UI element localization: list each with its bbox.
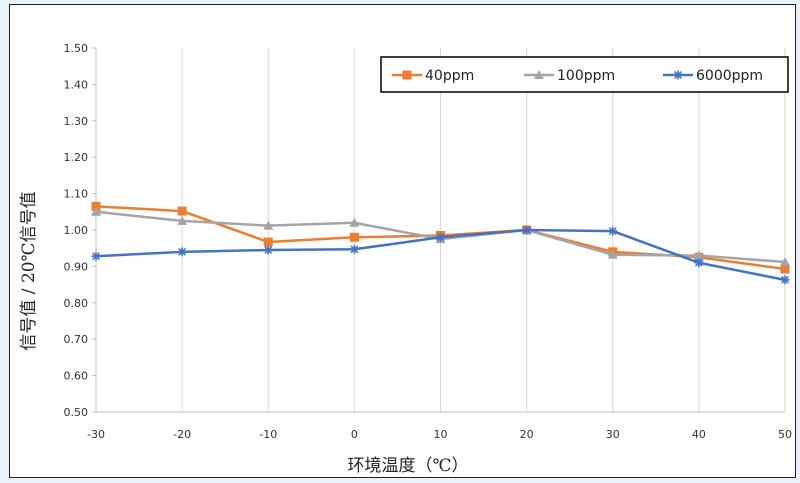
series-6000ppm bbox=[91, 225, 790, 285]
x-tick-label: -20 bbox=[173, 428, 191, 441]
data-point-6000ppm bbox=[349, 244, 359, 254]
data-point-40ppm bbox=[91, 201, 101, 211]
data-point-100ppm bbox=[349, 217, 360, 227]
data-point-6000ppm bbox=[436, 232, 445, 242]
data-point-6000ppm bbox=[91, 251, 101, 261]
x-axis-title: 环境温度（℃） bbox=[347, 456, 468, 476]
x-tick-label: 10 bbox=[434, 428, 448, 441]
y-tick-label: 1.10 bbox=[64, 188, 89, 201]
x-tick-label: -10 bbox=[259, 428, 277, 441]
legend-label: 40ppm bbox=[425, 68, 474, 84]
data-point-40ppm bbox=[263, 237, 273, 247]
legend-marker bbox=[673, 70, 683, 80]
data-point-100ppm bbox=[177, 215, 188, 225]
y-tick-label: 0.60 bbox=[64, 370, 89, 383]
x-tick-label: -30 bbox=[87, 428, 105, 441]
data-point-6000ppm bbox=[608, 226, 618, 236]
legend-entry-100ppm: 100ppm bbox=[524, 68, 615, 84]
data-point-6000ppm bbox=[694, 258, 704, 268]
data-point-40ppm bbox=[349, 232, 359, 242]
legend-label: 100ppm bbox=[557, 68, 615, 84]
data-point-6000ppm bbox=[263, 245, 273, 255]
x-tick-label: 20 bbox=[520, 428, 534, 441]
y-tick-label: 1.30 bbox=[64, 115, 89, 128]
data-point-100ppm bbox=[780, 257, 790, 267]
data-point-40ppm bbox=[177, 206, 187, 216]
legend-label: 6000ppm bbox=[696, 68, 763, 84]
y-tick-label: 0.90 bbox=[64, 260, 89, 273]
data-point-100ppm bbox=[91, 206, 101, 216]
y-tick-label: 1.40 bbox=[64, 78, 89, 91]
y-tick-label: 1.00 bbox=[64, 224, 89, 237]
legend: 40ppm 100ppm 6000ppm bbox=[380, 56, 789, 93]
y-tick-label: 1.50 bbox=[64, 42, 89, 55]
y-axis-title: 信号值 / 20℃信号值 bbox=[19, 191, 39, 350]
chart-frame: 0.50 0.60 0.70 0.80 0.90 1.00 1.10 1.20 1.30 1.40… bbox=[9, 4, 796, 478]
x-tick-label: 30 bbox=[606, 428, 620, 441]
y-tick-label: 0.70 bbox=[64, 333, 89, 346]
y-tick-label: 1.20 bbox=[64, 151, 89, 164]
grid-lines bbox=[181, 48, 786, 412]
data-point-100ppm bbox=[693, 250, 704, 260]
data-point-6000ppm bbox=[522, 225, 532, 235]
line-chart: 0.50 0.60 0.70 0.80 0.90 1.00 1.10 1.20 1.30 1.40… bbox=[19, 42, 793, 476]
data-point-40ppm bbox=[780, 264, 790, 274]
x-tick-label: 0 bbox=[351, 428, 358, 441]
legend-entry-6000ppm: 6000ppm bbox=[663, 68, 763, 84]
y-tick-label: 0.50 bbox=[64, 406, 89, 419]
legend-box bbox=[380, 56, 789, 93]
legend-entry-40ppm: 40ppm bbox=[392, 68, 474, 84]
legend-marker bbox=[534, 70, 544, 79]
y-tick-label: 0.80 bbox=[64, 297, 89, 310]
legend-marker bbox=[402, 70, 412, 80]
data-point-100ppm bbox=[607, 249, 618, 259]
data-point-100ppm bbox=[263, 220, 274, 230]
tick-labels: 0.50 0.60 0.70 0.80 0.90 1.00 1.10 1.20 1.30 1.40… bbox=[64, 42, 793, 441]
series-lines bbox=[91, 201, 790, 285]
data-point-6000ppm bbox=[780, 275, 790, 285]
x-tick-label: 40 bbox=[692, 428, 706, 441]
x-tick-label: 50 bbox=[778, 428, 792, 441]
data-point-6000ppm bbox=[177, 247, 187, 257]
